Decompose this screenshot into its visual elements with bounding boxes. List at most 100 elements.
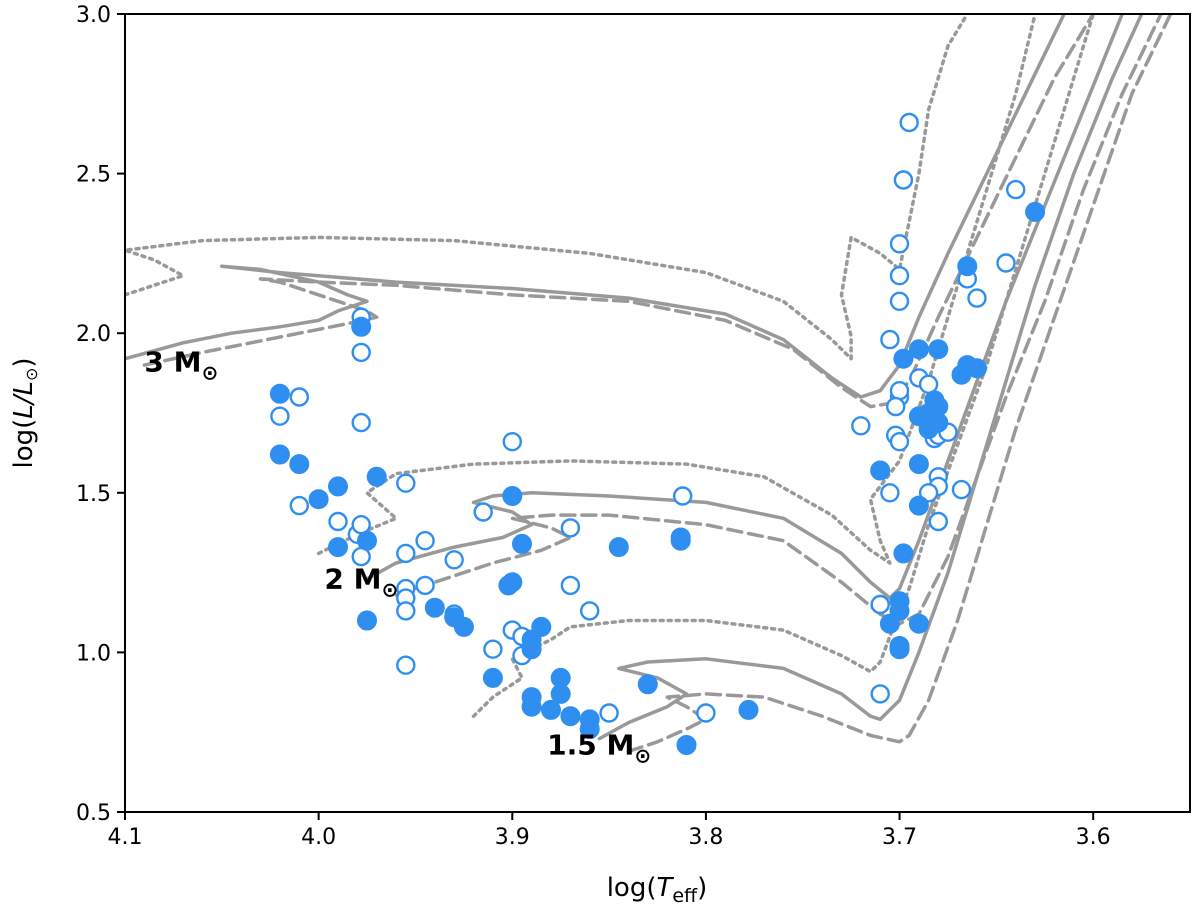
open-point xyxy=(599,703,619,723)
filled-point xyxy=(637,674,658,695)
open-point xyxy=(928,511,948,532)
filled-point xyxy=(289,454,310,475)
track-mass-label: 1.5 M⊙ xyxy=(547,729,651,768)
filled-point xyxy=(560,706,581,727)
open-point xyxy=(415,531,435,551)
filled-point xyxy=(893,543,914,564)
open-point xyxy=(889,266,910,286)
y-tick-label: 0.5 xyxy=(76,801,111,826)
track-mass-label: 2 M⊙ xyxy=(324,563,398,602)
filled-point xyxy=(889,639,910,660)
open-point xyxy=(1006,179,1026,200)
open-point xyxy=(289,387,309,407)
open-point xyxy=(886,396,906,417)
track-line-dashed xyxy=(394,14,1163,626)
plot-frame xyxy=(124,13,1191,813)
open-point xyxy=(396,655,416,675)
filled-point xyxy=(308,489,329,510)
y-tick-label: 1.0 xyxy=(76,641,111,666)
open-point xyxy=(899,112,919,133)
filled-point xyxy=(579,719,600,739)
filled-point xyxy=(498,575,519,596)
filled-point xyxy=(521,696,542,717)
track-mass-label: 3 M⊙ xyxy=(144,346,218,385)
filled-point xyxy=(521,639,542,660)
x-tick-label: 4.0 xyxy=(301,825,336,850)
filled-point xyxy=(908,454,929,475)
track-line-dotted xyxy=(316,14,1037,565)
filled-point xyxy=(328,476,348,497)
open-point xyxy=(580,601,600,621)
open-point xyxy=(289,495,309,516)
filled-point xyxy=(967,358,987,379)
open-point xyxy=(889,234,910,254)
filled-point xyxy=(269,444,290,465)
open-point xyxy=(880,329,900,350)
open-point xyxy=(502,432,522,452)
filled-point xyxy=(269,383,290,404)
open-point xyxy=(889,432,910,452)
filled-point xyxy=(424,597,445,618)
open-point xyxy=(560,575,581,596)
x-tick-label: 3.6 xyxy=(1076,825,1111,850)
filled-point xyxy=(670,527,691,548)
filled-point xyxy=(366,466,387,487)
open-point xyxy=(328,511,348,532)
evolutionary-tracks xyxy=(125,14,1173,754)
open-point xyxy=(396,543,416,564)
axis-ticks: 4.1 4.0 3.9 3.8 3.7 3.6 0.5 1.0 1.5 2.0 2.5 3.0 xyxy=(76,3,1111,850)
x-tick-label: 3.7 xyxy=(882,825,917,850)
y-tick-label: 2.0 xyxy=(76,322,111,347)
filled-point xyxy=(928,339,949,360)
filled-point xyxy=(870,460,891,481)
open-point xyxy=(415,575,435,596)
open-point xyxy=(396,601,416,621)
filled-point xyxy=(541,699,561,720)
y-tick-label: 2.5 xyxy=(76,163,111,188)
filled-point xyxy=(357,610,377,631)
filled-point xyxy=(550,683,571,704)
data-points xyxy=(269,112,1046,755)
open-point xyxy=(396,473,416,493)
open-point xyxy=(951,479,972,500)
y-tick-label: 3.0 xyxy=(76,3,111,28)
x-tick-label: 3.8 xyxy=(688,825,723,850)
filled-point xyxy=(608,537,629,558)
y-axis-label: log(L/L⊙) xyxy=(9,357,41,468)
filled-point xyxy=(908,495,929,516)
open-point xyxy=(351,515,371,535)
filled-point xyxy=(893,348,914,369)
track-line-dotted xyxy=(471,14,1095,718)
open-point xyxy=(270,406,290,426)
x-axis-label: log(Teff) xyxy=(607,873,708,907)
filled-point xyxy=(879,613,900,634)
filled-point xyxy=(351,316,372,337)
open-point xyxy=(870,594,890,615)
track-line-solid xyxy=(365,14,1124,600)
open-point xyxy=(696,703,716,723)
filled-point xyxy=(908,339,929,360)
filled-point xyxy=(918,419,939,439)
open-point xyxy=(473,502,493,522)
filled-point xyxy=(957,256,978,277)
track-line-dotted xyxy=(125,14,970,361)
filled-point xyxy=(502,486,523,506)
filled-point xyxy=(482,667,503,688)
open-point xyxy=(880,483,900,503)
open-point xyxy=(851,416,871,436)
open-point xyxy=(889,381,910,401)
open-point xyxy=(444,550,464,570)
open-point xyxy=(560,518,581,538)
track-mass-labels: 3 M⊙ 2 M⊙ 1.5 M⊙ xyxy=(144,346,651,768)
y-tick-label: 1.5 xyxy=(76,482,111,507)
filled-point xyxy=(738,699,759,720)
open-point xyxy=(967,288,987,308)
open-point xyxy=(918,483,939,503)
open-point xyxy=(870,684,890,704)
filled-point xyxy=(908,613,929,634)
open-point xyxy=(893,170,914,190)
open-point xyxy=(996,253,1016,273)
filled-point xyxy=(328,537,348,558)
track-line-dashed xyxy=(142,14,1095,409)
